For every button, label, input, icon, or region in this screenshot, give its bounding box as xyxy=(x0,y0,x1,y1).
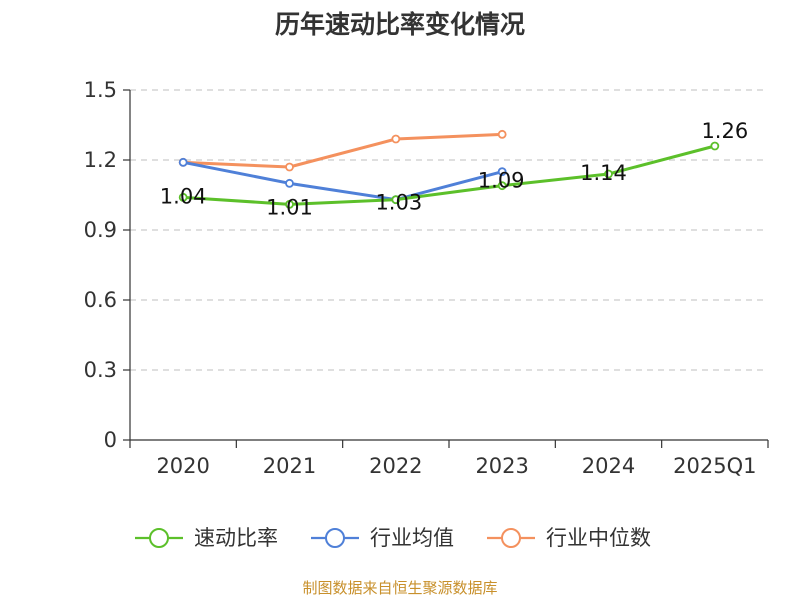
y-tick-label: 1.2 xyxy=(84,148,117,172)
data-point[interactable] xyxy=(497,129,507,139)
axes: 0 0.3 0.6 0.9 1.2 1.5 2020 2021 2022 2023 2024 2025… xyxy=(84,78,769,478)
x-tick-label: 2023 xyxy=(475,454,528,478)
data-label: 1.09 xyxy=(478,169,525,193)
legend-item[interactable]: 行业均值 xyxy=(311,526,454,550)
legend-label: 速动比率 xyxy=(194,526,278,550)
data-point[interactable] xyxy=(178,157,188,167)
legend-item[interactable]: 速动比率 xyxy=(135,526,278,550)
data-label: 1.03 xyxy=(375,191,422,215)
data-point[interactable] xyxy=(391,195,401,205)
data-point[interactable] xyxy=(285,178,294,188)
data-point[interactable] xyxy=(604,169,613,179)
grid-lines xyxy=(130,89,768,371)
legend-marker-icon xyxy=(501,528,521,548)
x-tick-label: 2022 xyxy=(369,454,422,478)
legend-marker-icon xyxy=(325,528,345,548)
data-point[interactable] xyxy=(710,141,720,151)
series-line xyxy=(183,132,503,169)
y-tick-label: 0.6 xyxy=(84,288,117,312)
data-point[interactable] xyxy=(285,199,294,209)
data-labels: 1.04 1.01 1.03 1.09 1.14 1.26 xyxy=(160,119,748,219)
data-label: 1.04 xyxy=(160,184,207,208)
data-point[interactable] xyxy=(285,162,294,172)
data-point[interactable] xyxy=(391,134,401,144)
y-tick-label: 0.9 xyxy=(84,218,117,242)
data-point[interactable] xyxy=(497,181,507,191)
source-note: 制图数据来自恒生聚源数据库 xyxy=(302,579,497,597)
data-label: 1.26 xyxy=(701,119,748,143)
x-tick-label: 2024 xyxy=(582,454,635,478)
data-point[interactable] xyxy=(178,192,188,202)
series-lines xyxy=(178,129,720,209)
data-label: 1.14 xyxy=(580,161,627,185)
data-point[interactable] xyxy=(497,167,507,177)
legend-label: 行业中位数 xyxy=(546,526,651,550)
y-tick-label: 0 xyxy=(104,428,117,452)
x-tick-label: 2021 xyxy=(263,454,316,478)
legend[interactable]: 速动比率 行业均值 行业中位数 xyxy=(135,526,651,550)
legend-marker-icon xyxy=(149,528,169,548)
x-tick-label: 2020 xyxy=(156,454,209,478)
y-tick-label: 0.3 xyxy=(84,358,117,382)
series-line xyxy=(182,160,503,202)
y-tick-label: 1.5 xyxy=(84,78,117,102)
x-tick-label: 2025Q1 xyxy=(673,454,756,478)
series-line xyxy=(183,144,716,206)
data-label: 1.01 xyxy=(266,195,313,219)
chart-title: 历年速动比率变化情况 xyxy=(275,10,525,39)
legend-label: 行业均值 xyxy=(370,526,454,550)
legend-item[interactable]: 行业中位数 xyxy=(487,526,651,550)
